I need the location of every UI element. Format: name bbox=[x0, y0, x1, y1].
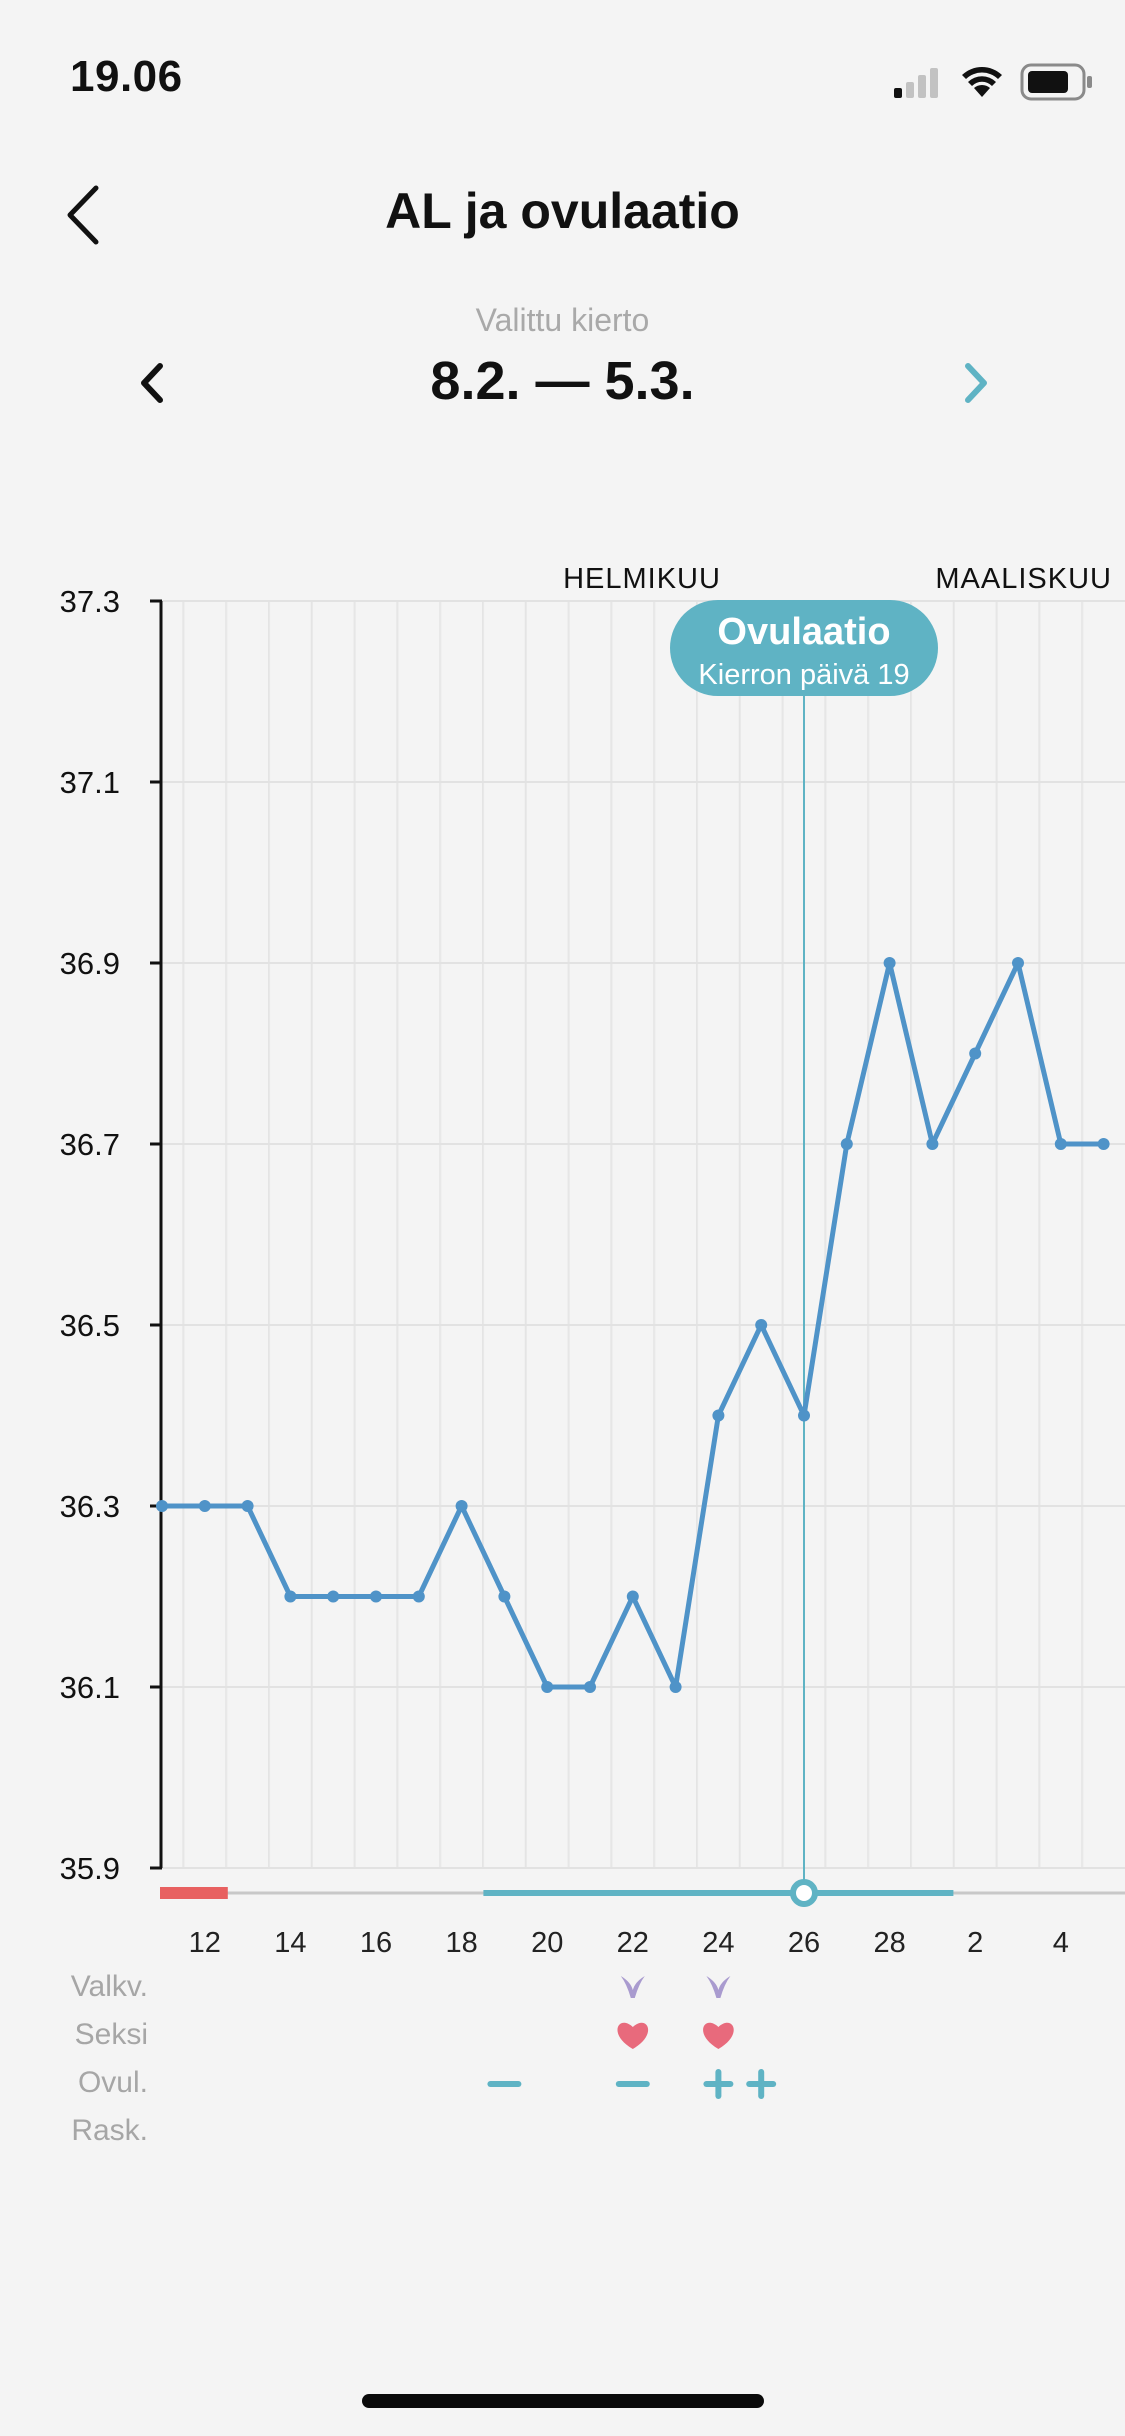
y-tick-label: 37.3 bbox=[60, 584, 120, 619]
heart-icon bbox=[703, 2022, 734, 2049]
x-tick-label: 24 bbox=[702, 1927, 734, 1959]
temperature-point bbox=[1012, 957, 1024, 969]
back-button[interactable] bbox=[60, 180, 110, 250]
temperature-point bbox=[541, 1681, 554, 1693]
month-label: MAALISKUU bbox=[935, 563, 1112, 595]
wifi-icon bbox=[962, 67, 1002, 97]
temperature-point bbox=[284, 1590, 297, 1603]
temperature-point bbox=[926, 1138, 939, 1150]
ovulation-badge bbox=[670, 600, 938, 696]
page-title: AL ja ovulaatio bbox=[385, 183, 740, 239]
cycle-selector-label: Valittu kierto bbox=[475, 302, 650, 338]
temperature-point bbox=[969, 1047, 982, 1060]
fertile-window-bar bbox=[483, 1890, 954, 1896]
row-label-mucus: Valkv. bbox=[70, 1970, 148, 2003]
ovulation-badge-subtitle: Kierron päivä 19 bbox=[698, 659, 909, 691]
x-tick-label: 12 bbox=[189, 1927, 221, 1959]
y-tick-label: 36.3 bbox=[60, 1489, 120, 1524]
cycle-range: 8.2. — 5.3. bbox=[430, 351, 695, 411]
heart-icon bbox=[617, 2022, 649, 2049]
temperature-point bbox=[626, 1590, 639, 1603]
temperature-point bbox=[712, 1409, 725, 1422]
temperature-point bbox=[669, 1681, 682, 1693]
temperature-point bbox=[755, 1319, 768, 1331]
x-tick-label: 22 bbox=[617, 1927, 649, 1959]
y-tick-label: 37.1 bbox=[60, 765, 120, 800]
prev-cycle-button[interactable] bbox=[134, 360, 170, 406]
ovulation-badge-title: Ovulaatio bbox=[717, 611, 890, 653]
temperature-point bbox=[840, 1138, 853, 1150]
x-tick-label: 4 bbox=[1053, 1927, 1069, 1959]
x-tick-label: 16 bbox=[360, 1927, 392, 1959]
temperature-point bbox=[498, 1590, 511, 1603]
temperature-point bbox=[1054, 1138, 1067, 1150]
cervical-mucus-icon bbox=[706, 1976, 731, 1998]
x-tick-label: 14 bbox=[274, 1927, 306, 1959]
y-tick-label: 36.9 bbox=[60, 946, 120, 981]
month-label: HELMIKUU bbox=[563, 563, 721, 595]
home-indicator bbox=[362, 2394, 764, 2408]
x-tick-label: 2 bbox=[967, 1927, 983, 1959]
next-cycle-button[interactable] bbox=[958, 360, 994, 406]
x-tick-label: 20 bbox=[531, 1927, 563, 1959]
row-label-ovulation-test: Ovul. bbox=[77, 2066, 148, 2099]
temperature-point bbox=[584, 1681, 596, 1693]
x-tick-label: 26 bbox=[788, 1927, 820, 1959]
period-bar bbox=[160, 1887, 228, 1899]
ovulation-day-marker bbox=[790, 1879, 818, 1907]
cervical-mucus-icon bbox=[620, 1976, 645, 1998]
temperature-point bbox=[198, 1500, 211, 1512]
row-label-sex: Seksi bbox=[74, 2018, 148, 2051]
temperature-point bbox=[1097, 1138, 1110, 1150]
temperature-point bbox=[883, 957, 896, 969]
temperature-point bbox=[327, 1590, 340, 1603]
temperature-point bbox=[241, 1500, 254, 1512]
row-label-pregnancy-test: Rask. bbox=[71, 2114, 148, 2147]
y-tick-label: 36.7 bbox=[60, 1127, 120, 1162]
status-time: 19.06 bbox=[70, 52, 183, 101]
temperature-point bbox=[798, 1409, 810, 1422]
temperature-chart[interactable]: 37.3 37.1 36.9 36.7 36.5 36.3 36.1 35.9 HELMIKUU… bbox=[0, 0, 1125, 2200]
y-tick-label: 36.1 bbox=[60, 1670, 120, 1705]
x-tick-label: 28 bbox=[873, 1927, 905, 1959]
y-tick-label: 36.5 bbox=[60, 1308, 120, 1343]
x-tick-label: 18 bbox=[445, 1927, 477, 1959]
cellular-signal-icon bbox=[894, 68, 938, 98]
battery-icon bbox=[1020, 63, 1092, 101]
temperature-point bbox=[412, 1590, 425, 1603]
temperature-point bbox=[156, 1500, 168, 1512]
y-tick-label: 35.9 bbox=[60, 1851, 120, 1886]
temperature-point bbox=[370, 1590, 382, 1603]
temperature-point bbox=[455, 1500, 468, 1512]
